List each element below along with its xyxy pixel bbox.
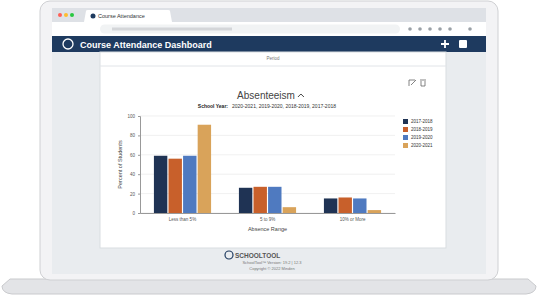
add-button[interactable] bbox=[441, 40, 449, 48]
x-tick: 5 to 9% bbox=[260, 213, 275, 222]
legend-swatch bbox=[403, 127, 408, 132]
app-logo[interactable] bbox=[63, 39, 73, 49]
grid bbox=[140, 116, 395, 213]
bar bbox=[339, 197, 352, 213]
footer-brand: SCHOOLTOOL bbox=[235, 252, 280, 259]
legend-item[interactable]: 2019-2020 bbox=[403, 135, 433, 140]
x-tick-label: 5 to 9% bbox=[260, 217, 275, 222]
y-tick: 0 bbox=[132, 211, 140, 216]
x-tick: Less than 5% bbox=[169, 213, 196, 222]
x-axis-line bbox=[141, 213, 396, 214]
toolbar-icon[interactable] bbox=[448, 27, 452, 31]
y-tick-mark bbox=[138, 213, 140, 214]
footer-version: SchoolTool™ Version: 19.2 | 12.3 bbox=[242, 260, 302, 265]
screen bbox=[52, 8, 486, 274]
tab-title[interactable]: Course Attendance bbox=[98, 13, 145, 19]
x-tick-label: 10% or More bbox=[340, 217, 366, 222]
collapse-icon[interactable] bbox=[298, 94, 304, 97]
x-tick: 10% or More bbox=[340, 213, 366, 222]
bar bbox=[198, 125, 211, 213]
y-axis-title: Percent of Students bbox=[117, 140, 123, 189]
legend-swatch bbox=[403, 135, 408, 140]
grid-line bbox=[140, 135, 395, 136]
toolbar bbox=[52, 22, 486, 36]
chart-title: Absenteeism bbox=[237, 90, 295, 101]
bars bbox=[154, 125, 381, 213]
window-button[interactable] bbox=[58, 13, 62, 17]
bar bbox=[368, 210, 381, 213]
legend: 2017-2018 2018-2019 2019-2020 2020-2021 bbox=[403, 119, 433, 148]
footer-logo bbox=[225, 251, 233, 259]
page: Course Attendance Course Attendance Dashb… bbox=[0, 0, 538, 299]
filter-value: 2020-2021, 2019-2020, 2018-2019, 2017-20… bbox=[232, 103, 336, 109]
card-divider bbox=[100, 66, 446, 67]
app-title: Course Attendance Dashboard bbox=[80, 40, 212, 50]
legend-label: 2020-2021 bbox=[411, 143, 433, 148]
legend-item[interactable]: 2017-2018 bbox=[403, 119, 433, 124]
tab-icon bbox=[91, 14, 96, 19]
laptop-lid bbox=[40, 1, 498, 280]
tab[interactable] bbox=[84, 10, 172, 22]
y-tick-mark bbox=[138, 116, 140, 117]
legend-swatch bbox=[403, 143, 408, 148]
y-tick: 60 bbox=[130, 153, 140, 158]
x-axis-title: Absence Range bbox=[248, 226, 287, 232]
delete-icon[interactable] bbox=[420, 80, 426, 86]
y-tick-label: 60 bbox=[130, 153, 136, 158]
y-tick: 40 bbox=[130, 172, 140, 177]
card-top-label: Period bbox=[266, 56, 280, 61]
edit-icon[interactable] bbox=[409, 80, 416, 86]
y-tick-label: 100 bbox=[127, 114, 135, 119]
y-tick: 20 bbox=[130, 192, 140, 197]
laptop-base bbox=[2, 279, 536, 294]
bar bbox=[268, 187, 281, 213]
card bbox=[100, 52, 446, 248]
bar bbox=[183, 156, 196, 213]
y-tick-label: 20 bbox=[130, 192, 136, 197]
legend-label: 2019-2020 bbox=[411, 135, 433, 140]
legend-item[interactable]: 2020-2021 bbox=[403, 143, 433, 148]
bar bbox=[154, 156, 167, 213]
tab-bar bbox=[52, 8, 486, 22]
x-axis: Less than 5% 5 to 9% 10% or More bbox=[141, 213, 396, 222]
footer-copyright: Copyright © 2022 Minden bbox=[249, 266, 294, 271]
y-tick-mark bbox=[138, 135, 140, 136]
grid-line bbox=[140, 154, 395, 155]
toolbar-icon[interactable] bbox=[438, 27, 442, 31]
y-tick: 100 bbox=[127, 114, 140, 119]
legend-label: 2017-2018 bbox=[411, 119, 433, 124]
app-header bbox=[52, 36, 486, 52]
y-tick-label: 0 bbox=[132, 211, 135, 216]
legend-swatch bbox=[403, 119, 408, 124]
y-tick-label: 40 bbox=[130, 172, 136, 177]
window-button[interactable] bbox=[64, 13, 68, 17]
toolbar-icon[interactable] bbox=[468, 27, 472, 31]
address-bar[interactable] bbox=[100, 25, 400, 34]
legend-label: 2018-2019 bbox=[411, 127, 433, 132]
bar bbox=[324, 198, 337, 213]
y-tick-label: 80 bbox=[130, 133, 136, 138]
y-tick: 80 bbox=[130, 133, 140, 138]
legend-item[interactable]: 2018-2019 bbox=[403, 127, 433, 132]
bar bbox=[283, 207, 296, 213]
y-axis: 0 20 40 60 80 100 bbox=[127, 114, 140, 216]
bar bbox=[239, 188, 252, 213]
y-tick-mark bbox=[138, 174, 140, 175]
filter-label: School Year: bbox=[198, 103, 229, 109]
x-tick-label: Less than 5% bbox=[169, 217, 196, 222]
toolbar-icon[interactable] bbox=[408, 27, 412, 31]
save-button[interactable] bbox=[459, 40, 467, 48]
toolbar-icon[interactable] bbox=[428, 27, 432, 31]
toolbar-icon[interactable] bbox=[418, 27, 422, 31]
y-tick-mark bbox=[138, 155, 140, 156]
y-tick-mark bbox=[138, 194, 140, 195]
bar bbox=[254, 187, 267, 213]
window-button[interactable] bbox=[70, 13, 74, 17]
grid-line bbox=[140, 116, 395, 117]
bar bbox=[353, 198, 366, 213]
bar bbox=[169, 159, 182, 213]
address-blur bbox=[112, 28, 232, 31]
y-axis-line bbox=[138, 117, 141, 214]
